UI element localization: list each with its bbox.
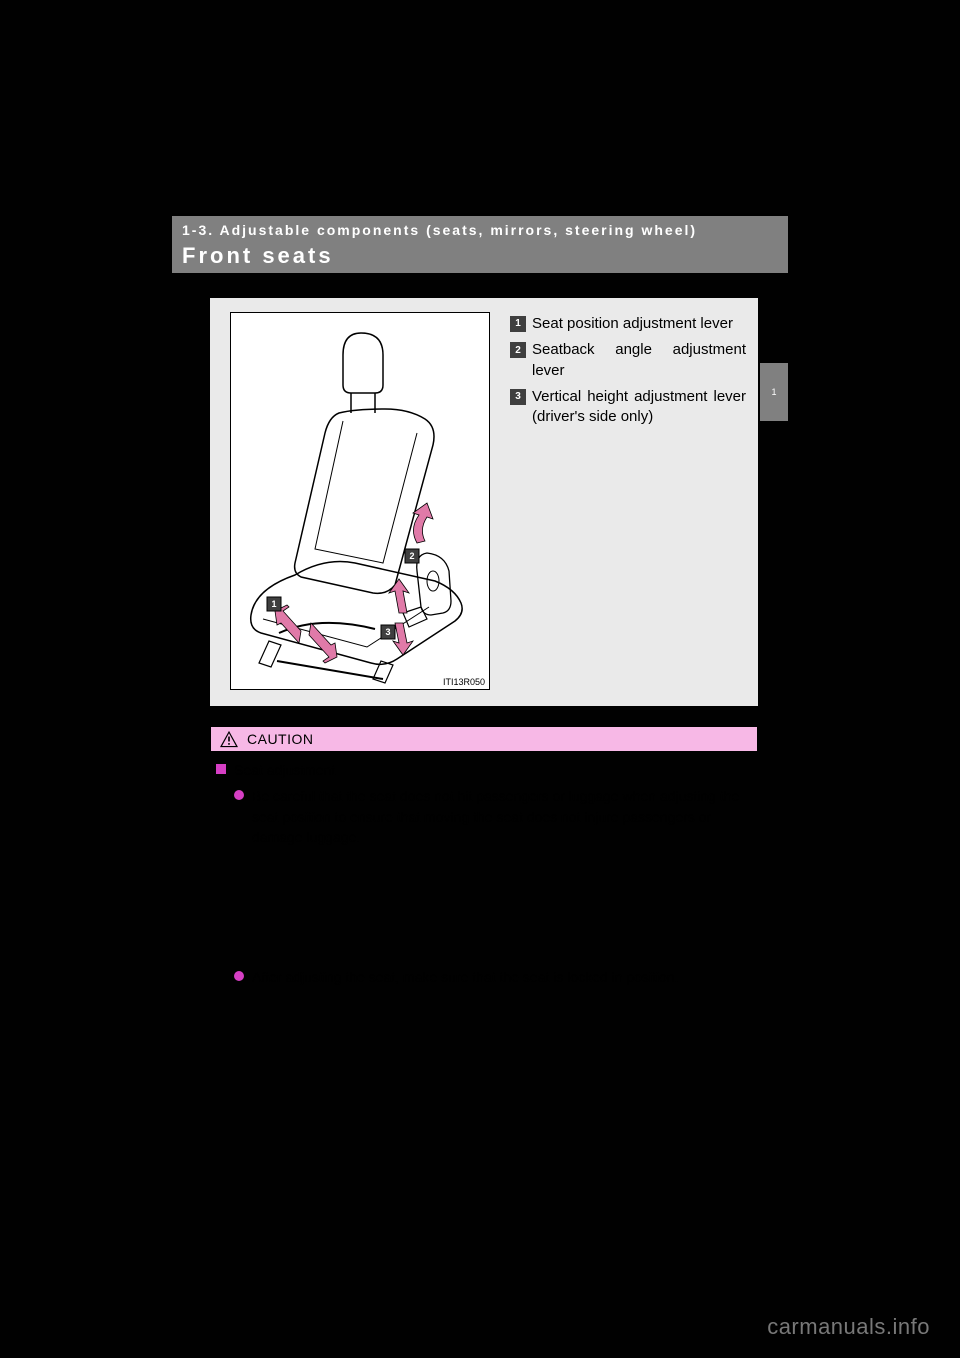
- caution-body: Seat adjustment Be careful that the seat…: [210, 760, 758, 991]
- caution-label: CAUTION: [247, 731, 314, 747]
- seat-svg: 1 2 3: [231, 313, 491, 691]
- warning-icon: [219, 730, 239, 748]
- image-code: ITI13R050: [443, 677, 485, 687]
- callout-badge-2: 2: [510, 342, 526, 358]
- caution-bullet-text: After adjusting the seat, make sure that…: [252, 967, 758, 987]
- chapter-tab: 1: [760, 363, 788, 421]
- chapter-tab-label: 1: [771, 387, 776, 397]
- section-title: Front seats: [182, 243, 334, 269]
- caution-bullet-row: After adjusting the seat, make sure that…: [210, 967, 758, 987]
- description-item: 1 Seat position adjustment lever: [510, 314, 746, 334]
- page-root: 1-3. Adjustable components (seats, mirro…: [0, 0, 960, 1358]
- caution-bullet-row: Be careful that the seat does not hit pa…: [210, 786, 758, 847]
- seat-illustration: 1 2 3 ITI13R050: [230, 312, 490, 690]
- caution-bullet-text: Be careful that the seat does not hit pa…: [252, 786, 758, 847]
- round-bullet-icon: [234, 790, 244, 800]
- callout-badge-3: 3: [510, 389, 526, 405]
- svg-text:2: 2: [409, 551, 414, 561]
- section-label: 1-3. Adjustable components (seats, mirro…: [182, 222, 697, 238]
- description-item: 2 Seatback angle adjustment lever: [510, 340, 746, 381]
- watermark: carmanuals.info: [767, 1314, 930, 1340]
- square-bullet-icon: [216, 764, 226, 774]
- callout-badge-1: 1: [510, 316, 526, 332]
- svg-text:3: 3: [385, 627, 390, 637]
- description-item: 3 Vertical height adjustment lever (driv…: [510, 387, 746, 428]
- svg-text:1: 1: [271, 599, 276, 609]
- description-text: Seat position adjustment lever: [532, 314, 746, 334]
- illustration-panel: 1 2 3 ITI13R050 1 Seat position adjustme…: [210, 298, 758, 706]
- caution-heading-row: Seat adjustment: [210, 760, 758, 780]
- description-text: Vertical height adjustment lever (driver…: [532, 387, 746, 428]
- caution-bar: CAUTION: [210, 726, 758, 752]
- description-list: 1 Seat position adjustment lever 2 Seatb…: [510, 314, 746, 433]
- caution-heading-text: Seat adjustment: [234, 760, 335, 780]
- description-text: Seatback angle adjustment lever: [532, 340, 746, 381]
- round-bullet-icon: [234, 971, 244, 981]
